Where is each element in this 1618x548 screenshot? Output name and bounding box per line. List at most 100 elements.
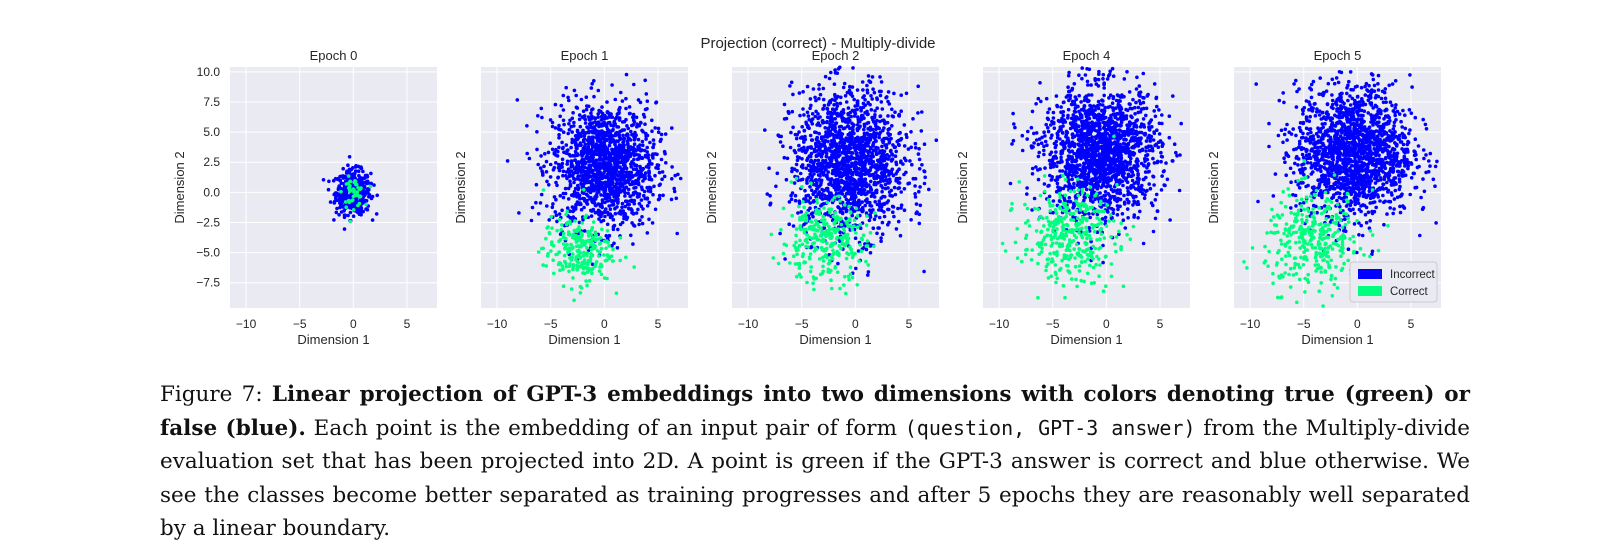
scatter-point	[812, 288, 816, 292]
scatter-point	[835, 250, 839, 254]
scatter-point	[861, 210, 865, 214]
scatter-point	[826, 165, 830, 169]
scatter-point	[562, 130, 566, 134]
scatter-point	[542, 188, 546, 192]
scatter-point	[796, 211, 800, 215]
scatter-point	[660, 158, 664, 162]
scatter-point	[543, 152, 547, 156]
scatter-point	[887, 199, 891, 203]
scatter-point	[838, 199, 842, 203]
scatter-point	[628, 105, 632, 109]
scatter-point	[604, 166, 608, 170]
scatter-point	[614, 132, 618, 136]
scatter-point	[579, 291, 583, 295]
scatter-point	[870, 116, 874, 120]
scatter-point	[873, 91, 877, 95]
scatter-point	[833, 266, 837, 270]
scatter-point	[625, 170, 629, 174]
scatter-point	[842, 86, 846, 90]
scatter-point	[573, 237, 577, 241]
scatter-point	[558, 169, 562, 173]
scatter-point	[568, 128, 572, 132]
scatter-point	[571, 117, 575, 121]
scatter-point	[795, 137, 799, 141]
scatter-point	[1021, 149, 1025, 153]
scatter-point	[916, 85, 920, 89]
figure-panels: Projection (correct) - Multiply-divide E…	[0, 0, 1618, 360]
scatter-point	[1126, 207, 1130, 211]
scatter-point	[561, 158, 565, 162]
scatter-point	[843, 126, 847, 130]
scatter-point	[830, 287, 834, 291]
scatter-point	[613, 224, 617, 228]
scatter-point	[369, 185, 373, 189]
scatter-point	[867, 270, 871, 274]
scatter-point	[625, 73, 629, 77]
scatter-point	[544, 264, 548, 268]
scatter-point	[618, 116, 622, 120]
scatter-point	[369, 172, 373, 176]
scatter-point	[339, 190, 343, 194]
scatter-point	[1044, 140, 1048, 144]
scatter-point	[905, 92, 909, 96]
scatter-point	[783, 103, 787, 107]
scatter-point	[788, 200, 792, 204]
scatter-point	[799, 136, 803, 140]
scatter-point	[831, 249, 835, 253]
scatter-point	[630, 124, 634, 128]
scatter-point	[849, 210, 853, 214]
scatter-point	[1166, 178, 1170, 182]
scatter-point	[567, 250, 571, 254]
scatter-point	[619, 212, 623, 216]
scatter-point	[679, 177, 683, 181]
scatter-point	[836, 205, 840, 209]
scatter-point	[818, 178, 822, 182]
scatter-point	[569, 216, 573, 220]
scatter-point	[598, 269, 602, 273]
scatter-point	[850, 122, 854, 126]
scatter-point	[807, 118, 811, 122]
scatter-point	[582, 191, 586, 195]
scatter-point	[564, 262, 568, 266]
scatter-point	[879, 236, 883, 240]
scatter-point	[833, 124, 837, 128]
scatter-point	[822, 259, 826, 263]
scatter-point	[841, 158, 845, 162]
scatter-point	[1070, 177, 1074, 181]
scatter-point	[632, 265, 636, 269]
scatter-point	[876, 159, 880, 163]
scatter-point	[636, 208, 640, 212]
scatter-point	[348, 155, 352, 159]
scatter-point	[837, 133, 841, 137]
scatter-point	[578, 132, 582, 136]
scatter-point	[652, 138, 656, 142]
scatter-point	[355, 209, 359, 213]
scatter-point	[891, 157, 895, 161]
scatter-point	[607, 244, 611, 248]
scatter-point	[586, 270, 590, 274]
scatter-point	[582, 251, 586, 255]
scatter-point	[541, 263, 545, 267]
scatter-point	[636, 193, 640, 197]
scatter-point	[826, 115, 830, 119]
scatter-point	[372, 183, 376, 187]
scatter-point	[871, 192, 875, 196]
scatter-point	[610, 148, 614, 152]
scatter-point	[885, 95, 889, 99]
scatter-point	[821, 239, 825, 243]
scatter-point	[628, 183, 632, 187]
scatter-point	[812, 172, 816, 176]
scatter-point	[584, 240, 588, 244]
scatter-point	[615, 151, 619, 155]
scatter-point	[782, 207, 786, 211]
scatter-point	[803, 189, 807, 193]
scatter-point	[816, 201, 820, 205]
scatter-point	[562, 242, 566, 246]
scatter-point	[597, 136, 601, 140]
scatter-point	[364, 203, 368, 207]
scatter-point	[567, 270, 571, 274]
scatter-point	[570, 130, 574, 134]
scatter-point	[353, 194, 357, 198]
scatter-point	[863, 204, 867, 208]
scatter-point	[563, 247, 567, 251]
